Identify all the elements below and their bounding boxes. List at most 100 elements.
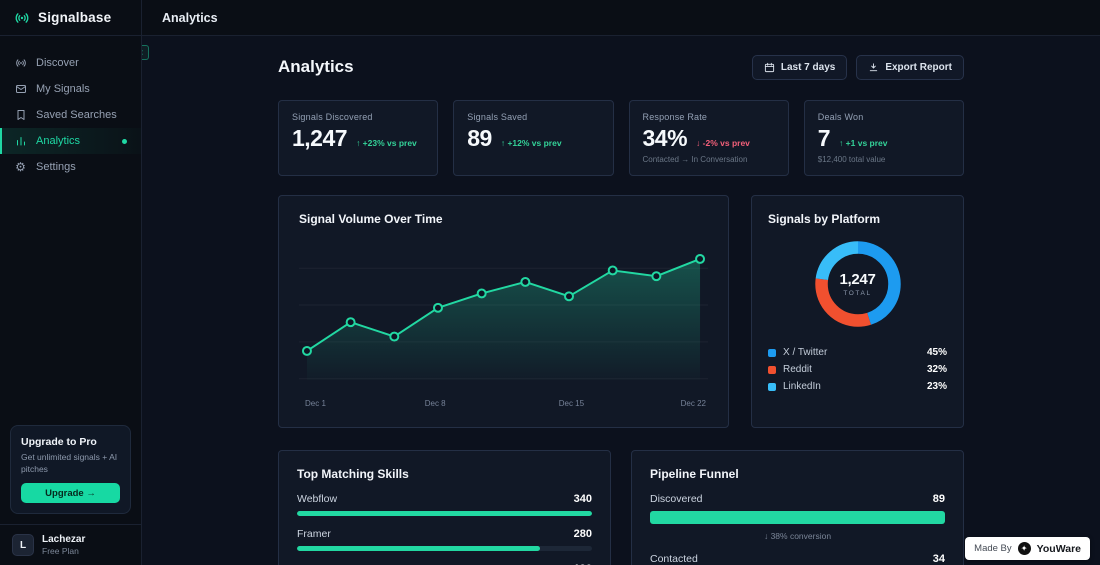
main-content: ‹ Analytics Last 7 days bbox=[142, 36, 1100, 565]
signals-by-platform-card: Signals by Platform 1,247 TOTAL bbox=[751, 195, 964, 428]
user-name: Lachezar bbox=[42, 534, 86, 545]
stat-change: ↑ +23% vs prev bbox=[356, 138, 417, 148]
bar-track bbox=[297, 546, 592, 551]
skill-row: React 190 bbox=[297, 563, 592, 565]
made-by-brand: YouWare bbox=[1036, 542, 1081, 555]
user-row[interactable]: L Lachezar Free Plan bbox=[0, 524, 141, 565]
sidebar-item-settings[interactable]: ⚙ Settings bbox=[0, 154, 141, 180]
upgrade-button[interactable]: Upgrade → bbox=[21, 483, 120, 503]
made-by-prefix: Made By bbox=[974, 543, 1012, 554]
export-report-button[interactable]: Export Report bbox=[856, 54, 964, 80]
page-title: Analytics bbox=[278, 57, 354, 76]
skill-value: 340 bbox=[573, 493, 592, 505]
area-chart bbox=[299, 253, 708, 380]
bar-fill bbox=[297, 511, 592, 516]
stat-card-deals-won: Deals Won 7 ↑ +1 vs prev $12,400 total v… bbox=[803, 100, 964, 176]
skill-label: React bbox=[297, 563, 324, 565]
sidebar-item-saved-searches[interactable]: Saved Searches bbox=[0, 102, 141, 128]
conversion-note: ↓ 38% conversion bbox=[763, 531, 832, 541]
stage-value: 89 bbox=[932, 493, 945, 505]
stage-value: 34 bbox=[932, 553, 945, 565]
page-header: Analytics Last 7 days bbox=[278, 54, 964, 80]
sidebar-item-label: Analytics bbox=[36, 135, 81, 147]
skill-row: Framer 280 bbox=[297, 528, 592, 551]
stat-value: 7 bbox=[817, 125, 831, 151]
stat-value: 89 bbox=[467, 125, 492, 151]
sidebar-item-discover[interactable]: Discover bbox=[0, 50, 141, 76]
sidebar-item-my-signals[interactable]: My Signals bbox=[0, 76, 141, 102]
top-matching-skills-card: Top Matching Skills Webflow 340 Framer bbox=[278, 450, 611, 565]
funnel-stage: Contacted 34 bbox=[650, 553, 945, 565]
pipeline-funnel-card: Pipeline Funnel Discovered 89 ↓ 38% conv… bbox=[631, 450, 964, 565]
skill-value: 280 bbox=[573, 528, 592, 540]
sidebar-collapse-button[interactable]: ‹ bbox=[142, 45, 149, 60]
avatar: L bbox=[12, 534, 34, 556]
gear-icon: ⚙ bbox=[15, 160, 26, 174]
x-tick-label: Dec 1 bbox=[305, 399, 326, 408]
upgrade-title: Upgrade to Pro bbox=[21, 436, 97, 449]
x-tick-label: Dec 15 bbox=[558, 399, 585, 408]
chart-title: Signal Volume Over Time bbox=[299, 212, 443, 226]
donut-chart: 1,247 TOTAL bbox=[810, 236, 906, 332]
sidebar: Discover My Signals bbox=[0, 36, 142, 565]
date-range-button[interactable]: Last 7 days bbox=[751, 54, 848, 80]
funnel-bar bbox=[650, 511, 945, 524]
chart-title: Pipeline Funnel bbox=[650, 467, 739, 481]
brand-name: Signalbase bbox=[38, 10, 112, 25]
content: Analytics Last 7 days bbox=[278, 36, 964, 565]
signal-icon bbox=[14, 10, 30, 26]
sidebar-item-label: Settings bbox=[36, 161, 76, 173]
donut-total-label: TOTAL bbox=[843, 290, 872, 297]
skill-value: 190 bbox=[574, 563, 592, 565]
legend-percent: 32% bbox=[926, 364, 947, 375]
donut-svg bbox=[814, 241, 901, 327]
legend-label: LinkedIn bbox=[783, 381, 821, 392]
sidebar-item-label: My Signals bbox=[36, 83, 90, 95]
legend-percent: 23% bbox=[926, 381, 947, 392]
donut-center: 1,247 TOTAL bbox=[810, 236, 906, 332]
legend-row: X / Twitter 45% bbox=[768, 344, 947, 361]
calendar-icon bbox=[764, 62, 775, 73]
legend-label: X / Twitter bbox=[783, 347, 828, 358]
legend-swatch bbox=[768, 382, 776, 391]
charts-row: Signal Volume Over Time Dec 1 D bbox=[278, 195, 964, 428]
stat-card-signals-discovered: Signals Discovered 1,247 ↑ +23% vs prev bbox=[278, 100, 439, 176]
stat-label: Signals Saved bbox=[467, 112, 528, 122]
funnel-stage: Discovered 89 bbox=[650, 493, 945, 524]
donut-total-value: 1,247 bbox=[839, 271, 876, 288]
stat-label: Signals Discovered bbox=[292, 112, 373, 122]
chart-title: Signals by Platform bbox=[768, 212, 881, 226]
skill-label: Framer bbox=[297, 528, 331, 540]
bar-fill bbox=[297, 546, 540, 551]
stat-label: Deals Won bbox=[817, 112, 864, 122]
made-by-badge[interactable]: Made By ✦ YouWare bbox=[965, 537, 1090, 560]
skill-row: Webflow 340 bbox=[297, 493, 592, 516]
sidebar-item-analytics[interactable]: Analytics bbox=[0, 128, 141, 154]
stat-note: Contacted → In Conversation bbox=[642, 155, 748, 164]
bottom-row: Top Matching Skills Webflow 340 Framer bbox=[278, 450, 964, 565]
sidebar-item-label: Saved Searches bbox=[36, 109, 117, 121]
stat-label: Response Rate bbox=[642, 112, 708, 122]
x-tick-label: Dec 22 bbox=[680, 399, 706, 408]
stat-value: 34% bbox=[642, 125, 688, 151]
stat-card-signals-saved: Signals Saved 89 ↑ +12% vs prev bbox=[453, 100, 614, 176]
legend-row: Reddit 32% bbox=[768, 361, 947, 378]
x-tick-label: Dec 8 bbox=[424, 399, 446, 408]
sidebar-nav: Discover My Signals bbox=[0, 50, 141, 180]
legend-swatch bbox=[768, 348, 776, 357]
youware-logo-icon: ✦ bbox=[1017, 542, 1031, 555]
export-report-label: Export Report bbox=[885, 61, 952, 73]
brand[interactable]: Signalbase bbox=[0, 0, 142, 35]
stat-change: ↑ +1 vs prev bbox=[839, 138, 888, 148]
mail-icon bbox=[14, 83, 27, 95]
topbar-section-title: Analytics bbox=[162, 10, 218, 25]
stat-change: ↓ -2% vs prev bbox=[696, 138, 750, 148]
x-axis-labels: Dec 1 Dec 8 Dec 15 Dec 22 bbox=[299, 399, 708, 411]
chart-title: Top Matching Skills bbox=[297, 467, 409, 481]
platform-legend: X / Twitter 45% Reddit 32% LinkedIn bbox=[768, 344, 947, 395]
stats-row: Signals Discovered 1,247 ↑ +23% vs prev … bbox=[278, 100, 964, 176]
stage-label: Discovered bbox=[650, 493, 703, 505]
legend-swatch bbox=[768, 365, 776, 374]
date-range-label: Last 7 days bbox=[780, 61, 836, 73]
